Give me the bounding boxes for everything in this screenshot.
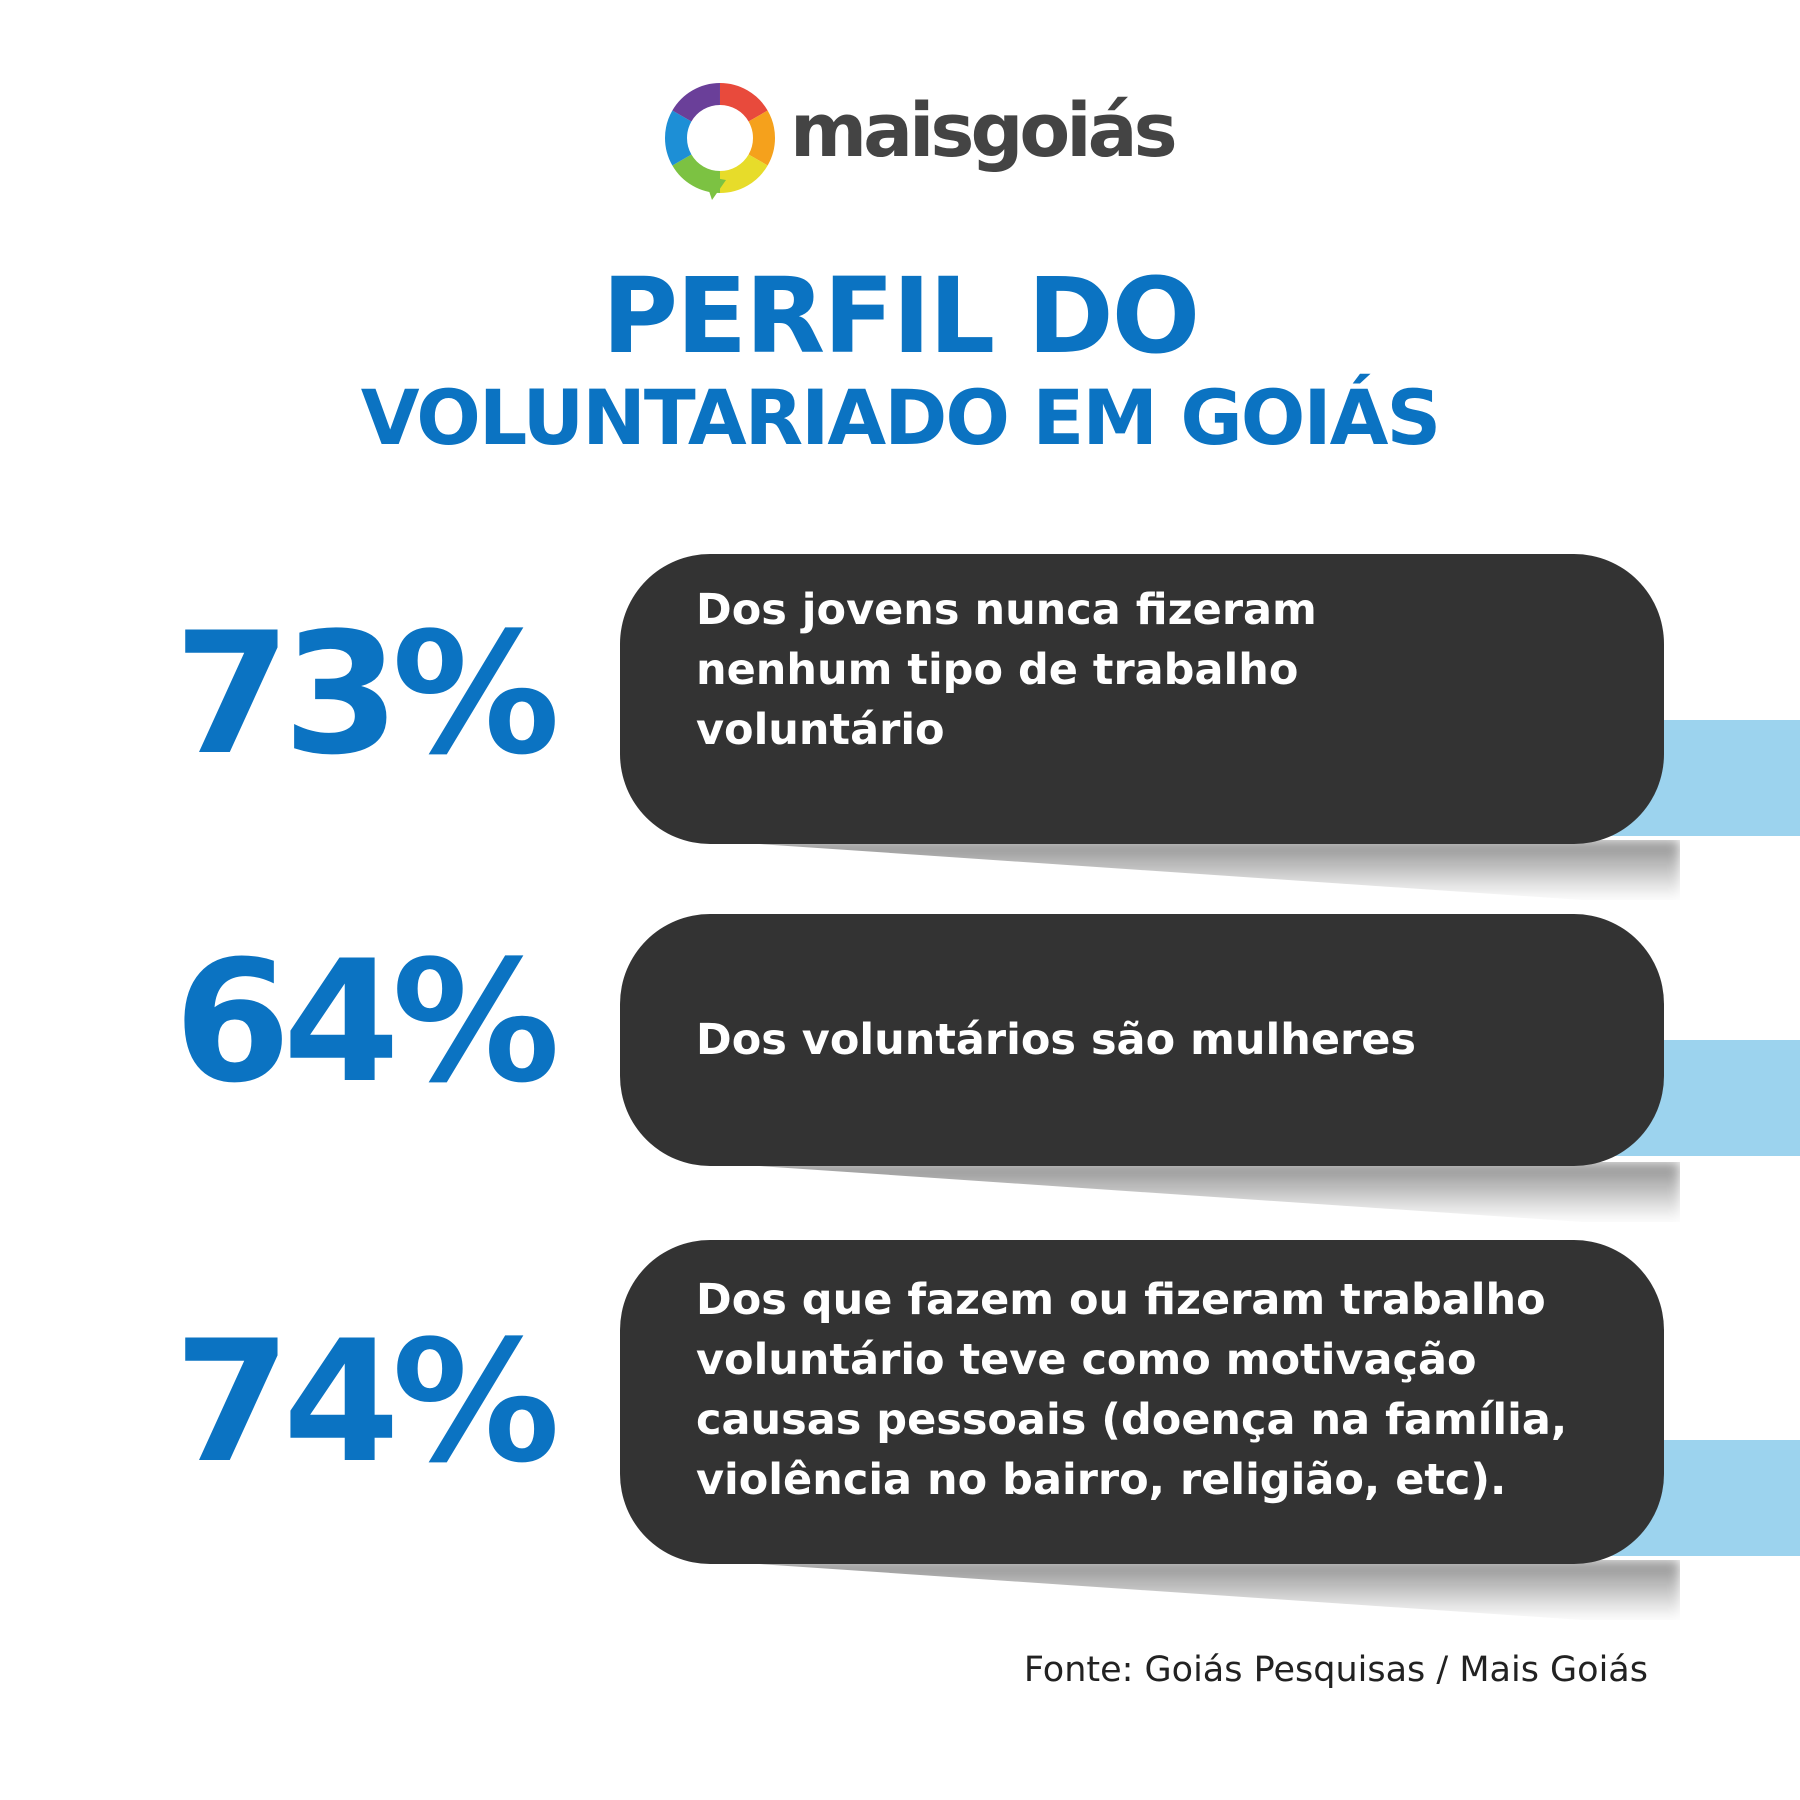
stat-card: Dos que fazem ou fizeram trabalho volunt… xyxy=(620,1240,1664,1564)
stat-description: Dos que fazem ou fizeram trabalho volunt… xyxy=(696,1275,1568,1505)
card-shadow xyxy=(700,840,1680,900)
stat-description: Dos voluntários são mulheres xyxy=(696,1015,1416,1065)
stat-value: 64% xyxy=(174,924,560,1120)
brand-logo: maisgoiás xyxy=(660,80,1178,204)
stat-description: Dos jovens nunca fizeram nenhum tipo de … xyxy=(696,585,1317,755)
stat-value: 74% xyxy=(174,1304,560,1500)
stat-card: Dos voluntários são mulheres xyxy=(620,914,1664,1166)
page-title-line1: PERFIL DO xyxy=(601,255,1200,377)
stat-value: 73% xyxy=(174,596,560,792)
stat-card: Dos jovens nunca fizeram nenhum tipo de … xyxy=(620,554,1664,844)
brand-name: maisgoiás xyxy=(790,88,1178,174)
source-note: Fonte: Goiás Pesquisas / Mais Goiás xyxy=(1023,1650,1648,1690)
card-shadow xyxy=(700,1162,1680,1222)
logo-mark-icon xyxy=(665,83,775,200)
card-shadow xyxy=(700,1560,1680,1620)
page-title-line2: VOLUNTARIADO EM GOIÁS xyxy=(360,373,1441,462)
